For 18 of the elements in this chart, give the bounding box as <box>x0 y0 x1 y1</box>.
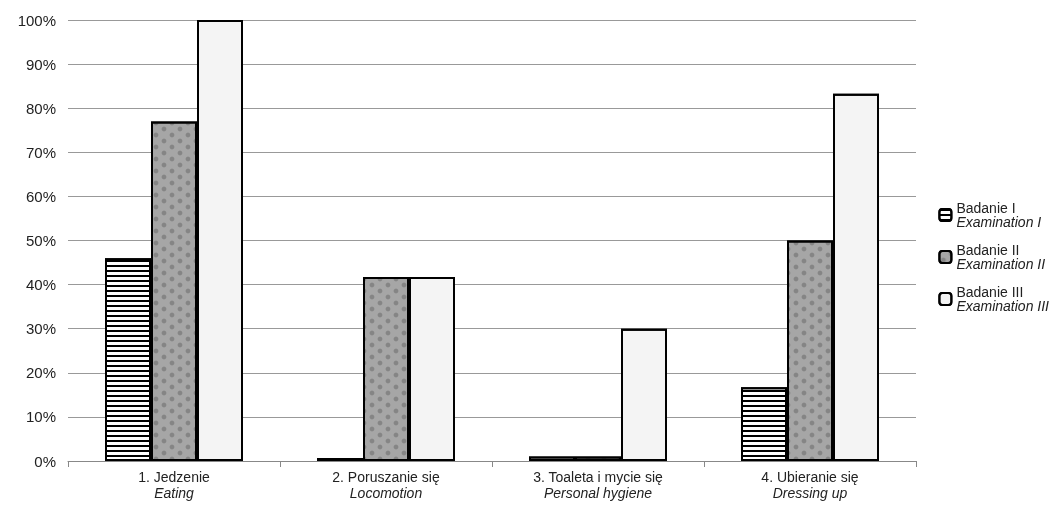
legend-label: Badanie I Examination I <box>956 200 1042 230</box>
legend-label: Badanie III Examination III <box>956 284 1050 314</box>
y-tick-label: 50% <box>25 232 56 249</box>
y-tick-label: 0% <box>34 452 56 470</box>
y-tick-label: 80% <box>25 99 56 117</box>
y-tick-label: 40% <box>25 276 56 294</box>
y-tick-label: 30% <box>25 320 56 338</box>
y-tick-label: 10% <box>25 408 56 426</box>
y-tick-label: 90% <box>25 55 56 73</box>
y-tick-label: 60% <box>25 187 56 205</box>
x-tick-label: 4. Ubieranie się Dressing up <box>761 469 859 501</box>
y-tick-label: 20% <box>25 364 56 382</box>
x-tick-label: 1. Jedzenie Eating <box>138 469 211 501</box>
y-tick-label: 70% <box>25 143 56 161</box>
y-tick-label: 100% <box>17 11 56 29</box>
x-tick-label: 3. Toaleta i mycie się Personal hygiene <box>533 469 664 501</box>
legend-label: Badanie II Examination II <box>956 242 1046 272</box>
x-tick-label: 2. Poruszanie się Locomotion <box>332 469 440 501</box>
